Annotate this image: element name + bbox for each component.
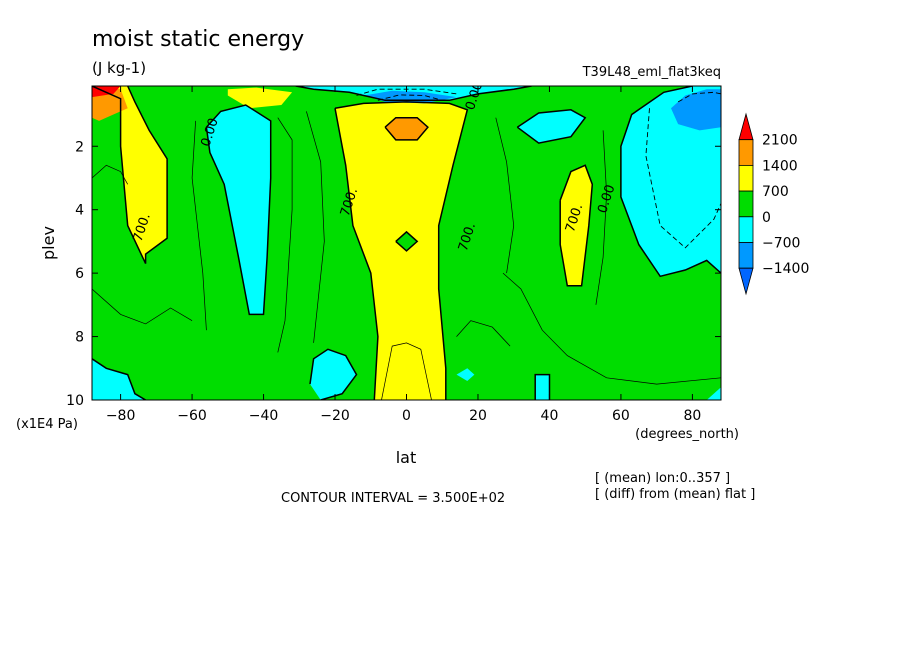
contour-line-18 [381,342,432,400]
y-tick-label-2: 6 [75,266,84,282]
contour-region-6 [335,101,468,400]
contour-line-15 [306,111,325,343]
y-tick-label-1: 4 [75,203,84,219]
y-tick-label-4: 10 [66,393,84,409]
x-axis-label: lat [396,448,417,467]
contour-region-10 [517,109,586,144]
colorbar-box-4 [738,216,754,243]
x-axis-units: (degrees_north) [635,427,739,442]
x-tick-label-6: 40 [541,408,559,424]
colorbar-arrow-bottom [738,267,754,296]
contour-region-15 [92,358,146,400]
colorbar-arrow-top [738,112,754,141]
contour-line-5 [559,164,594,287]
x-tick-label-3: −20 [320,408,350,424]
contour-region-5 [206,105,271,315]
contour-line-25 [377,94,443,101]
contour-line-12 [534,373,551,400]
contour-line-9 [295,86,532,102]
contour-line-4 [620,86,721,278]
y-axis-label: plev [39,226,58,260]
contour-region-4 [227,87,293,109]
contour-interval-label: CONTOUR INTERVAL = 3.500E+02 [281,491,505,506]
contour-line-7 [384,116,429,141]
contour-region-7 [385,117,428,140]
note-diff-flat: [ (diff) from (mean) flat ] [595,487,755,502]
colorbar-box-3 [738,190,754,218]
colorbar-label-5: −1400 [762,261,809,277]
contour-line-8 [395,230,419,252]
y-tick-label-0: 2 [75,139,84,155]
experiment-label: T39L48_eml_flat3keq [582,65,721,80]
contour-line-10 [309,348,358,400]
colorbar-label-3: 0 [762,210,771,226]
contour-line-24 [356,88,457,96]
contour-line-2 [205,104,272,316]
colorbar-label-4: −700 [762,236,800,252]
contour-line-3 [92,86,168,264]
contour-line-0 [334,101,469,400]
contour-line-19 [456,320,511,347]
colorbar-box-5 [738,242,754,269]
contour-line-26 [677,91,721,103]
y-axis-units: (x1E4 Pa) [16,417,78,432]
contour-line-22 [595,130,607,305]
contour-line-16 [92,288,193,325]
x-tick-label-7: 60 [612,408,630,424]
x-tick-label-1: −60 [177,408,207,424]
contour-line-14 [277,117,293,353]
contour-region-13 [620,86,721,277]
x-tick-label-2: −40 [249,408,279,424]
chart-units: (J kg-1) [92,59,146,77]
chart-title: moist static energy [92,27,304,52]
contour-line-20 [502,272,721,385]
contour-region-19 [456,368,475,381]
contour-region-17 [535,374,550,400]
contour-line-6 [516,109,587,144]
contour-region-18 [706,387,721,400]
contour-line-21 [495,117,515,274]
contour-line-23 [645,108,721,249]
contour-region-16 [310,349,357,400]
contour-line-1 [334,108,379,400]
contour-region-1 [92,86,168,264]
contour-line-17 [92,164,129,185]
colorbar-label-2: 700 [762,184,789,200]
x-tick-label-0: −80 [106,408,136,424]
colorbar-box-2 [738,164,754,192]
colorbar-label-1: 1400 [762,158,798,174]
contour-line-11 [92,358,146,400]
x-tick-label-4: 0 [402,408,411,424]
x-tick-label-5: 20 [469,408,487,424]
contour-region-9 [560,165,593,286]
colorbar-box-1 [738,139,754,166]
note-mean-lon: [ (mean) lon:0..357 ] [595,471,730,486]
contour-line-13 [191,120,207,331]
colorbar-label-0: 2100 [762,133,798,149]
contour-region-14 [671,89,721,131]
x-tick-label-8: 80 [683,408,701,424]
y-tick-label-3: 8 [75,330,84,346]
